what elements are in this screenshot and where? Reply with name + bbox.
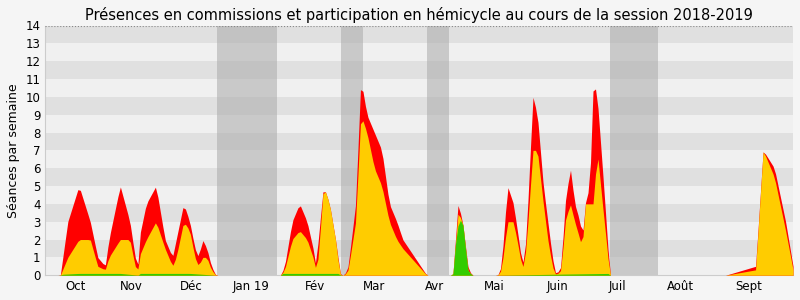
Y-axis label: Séances par semaine: Séances par semaine [7,83,20,218]
Bar [218,26,277,275]
Bar [46,97,793,115]
Bar [46,115,793,133]
Bar [46,239,793,257]
Bar [46,26,793,43]
Bar [46,133,793,150]
Bar [46,204,793,222]
Bar [46,186,793,204]
Bar [46,150,793,168]
Bar [46,257,793,275]
Bar [46,61,793,79]
Bar [426,26,449,275]
Bar [46,79,793,97]
Title: Présences en commissions et participation en hémicycle au cours de la session 20: Présences en commissions et participatio… [86,7,753,23]
Bar [46,43,793,61]
Bar [341,26,363,275]
Bar [46,168,793,186]
Bar [610,26,658,275]
Bar [46,222,793,239]
